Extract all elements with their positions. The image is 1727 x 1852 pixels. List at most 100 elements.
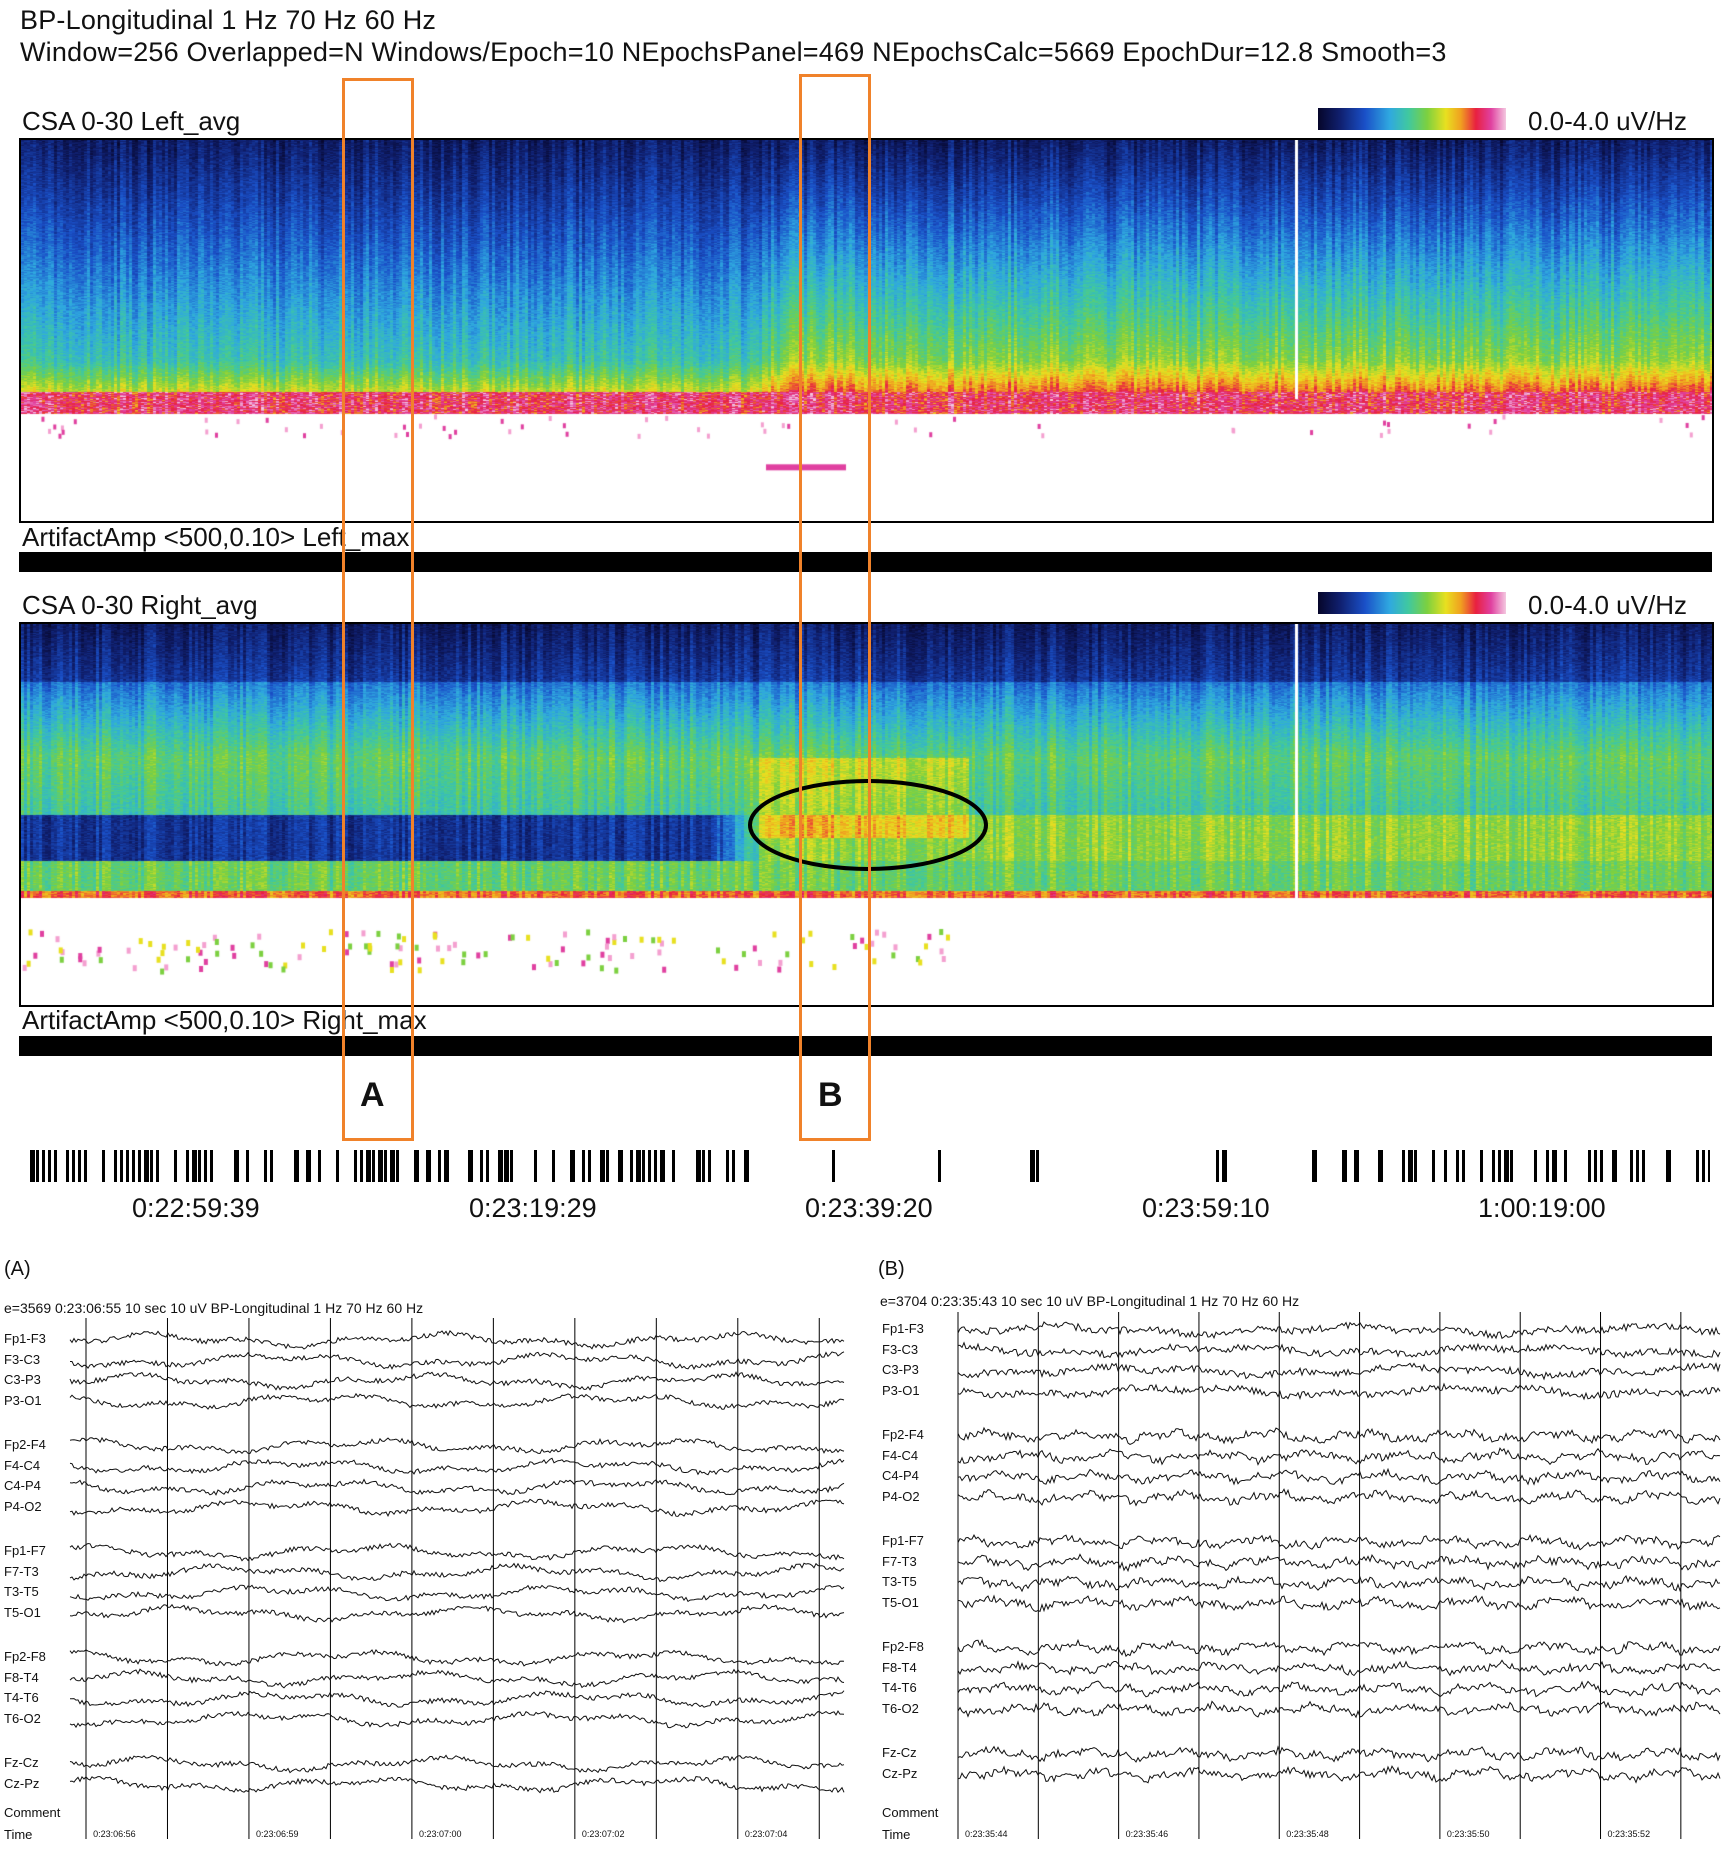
epoch-tick xyxy=(390,1150,395,1182)
epoch-tick xyxy=(1036,1150,1039,1182)
eeg-trace xyxy=(69,1776,845,1794)
eeg-trace xyxy=(957,1533,1721,1551)
epoch-tick xyxy=(444,1150,449,1182)
epoch-tick xyxy=(1222,1150,1227,1182)
epoch-tick xyxy=(1378,1150,1383,1182)
epoch-tick xyxy=(726,1150,729,1182)
channel-label: T6-O2 xyxy=(882,1700,919,1716)
epoch-tick xyxy=(1666,1150,1671,1182)
epoch-tick xyxy=(1444,1150,1447,1182)
timeline-label-1: 0:22:59:39 xyxy=(132,1193,260,1223)
eeg-trace xyxy=(69,1457,845,1476)
epoch-tick xyxy=(192,1150,197,1182)
epoch-tick xyxy=(534,1150,537,1182)
epoch-tick xyxy=(648,1150,651,1182)
timeline-label-4: 0:23:59:10 xyxy=(1142,1193,1270,1223)
epoch-tick xyxy=(372,1150,375,1182)
epoch-tick xyxy=(1354,1150,1359,1182)
channel-label: Fp2-F4 xyxy=(4,1437,46,1452)
artifact-left-bar xyxy=(19,552,1712,572)
epoch-tick xyxy=(132,1150,135,1182)
eeg-trace xyxy=(69,1498,845,1518)
channel-label: Fp2-F4 xyxy=(882,1427,924,1442)
channel-label: Fp1-F3 xyxy=(4,1331,46,1346)
epoch-tick xyxy=(708,1150,711,1182)
parameters-header: Window=256 Overlapped=N Windows/Epoch=10… xyxy=(20,37,1447,67)
channel-label: T5-O1 xyxy=(882,1594,919,1610)
epoch-tick xyxy=(1480,1150,1483,1182)
epoch-tick xyxy=(1432,1150,1435,1182)
color-scale-right xyxy=(1318,592,1506,614)
channel-label: C4-P4 xyxy=(4,1478,41,1493)
eeg-trace xyxy=(69,1478,845,1496)
channel-label: P3-O1 xyxy=(882,1382,920,1398)
eeg-trace xyxy=(69,1330,845,1350)
epoch-tick xyxy=(126,1150,129,1182)
time-label: Time xyxy=(882,1827,911,1842)
epoch-tick xyxy=(264,1150,267,1182)
eeg-trace xyxy=(957,1467,1721,1486)
epoch-tick xyxy=(1510,1150,1513,1182)
channel-label: Fp1-F7 xyxy=(4,1543,46,1558)
epoch-tick xyxy=(186,1150,189,1182)
epoch-tick xyxy=(36,1150,39,1182)
epoch-tick xyxy=(120,1150,123,1182)
epoch-tick xyxy=(234,1150,239,1182)
eeg-trace xyxy=(957,1362,1721,1381)
epoch-tick xyxy=(672,1150,675,1182)
time-stamp: 0:23:35:50 xyxy=(1446,1829,1490,1839)
epoch-tick xyxy=(354,1150,357,1182)
eeg-trace xyxy=(69,1648,845,1667)
eeg-trace xyxy=(957,1426,1721,1445)
artifact-right-bar xyxy=(19,1036,1712,1056)
annotation-label-b: B xyxy=(818,1076,843,1114)
epoch-tick xyxy=(210,1150,213,1182)
time-stamp: 0:23:06:59 xyxy=(256,1829,299,1839)
epoch-tick xyxy=(938,1150,941,1182)
epoch-tick xyxy=(174,1150,177,1182)
epoch-tick xyxy=(504,1150,509,1182)
eeg-trace xyxy=(69,1542,845,1562)
epoch-tick xyxy=(1612,1150,1617,1182)
eeg-a-header: e=3569 0:23:06:55 10 sec 10 uV BP-Longit… xyxy=(4,1300,424,1316)
epoch-tick xyxy=(1408,1150,1413,1182)
epoch-timeline xyxy=(30,1150,1710,1182)
epoch-tick xyxy=(78,1150,81,1182)
epoch-tick xyxy=(1696,1150,1699,1182)
epoch-tick xyxy=(1552,1150,1557,1182)
epoch-tick xyxy=(468,1150,473,1182)
eeg-trace xyxy=(69,1668,845,1689)
epoch-tick xyxy=(552,1150,555,1182)
epoch-tick xyxy=(510,1150,513,1182)
channel-label: Fp2-F8 xyxy=(882,1639,924,1654)
artifact-right-title: ArtifactAmp <500,0.10> Right_max xyxy=(22,1005,427,1035)
epoch-tick xyxy=(654,1150,657,1182)
channel-label: Fp1-F3 xyxy=(882,1321,924,1336)
timeline-label-5: 1:00:19:00 xyxy=(1478,1193,1606,1223)
eeg-trace xyxy=(70,1690,845,1708)
montage-header: BP-Longitudinal 1 Hz 70 Hz 60 Hz xyxy=(20,5,437,35)
epoch-tick xyxy=(54,1150,57,1182)
epoch-tick xyxy=(1630,1150,1633,1182)
epoch-tick xyxy=(246,1150,249,1182)
eeg-trace xyxy=(69,1754,845,1774)
epoch-tick xyxy=(84,1150,87,1182)
time-stamp: 0:23:35:48 xyxy=(1286,1829,1329,1839)
comment-label: Comment xyxy=(882,1805,939,1820)
time-stamp: 0:23:07:02 xyxy=(581,1829,625,1839)
epoch-tick xyxy=(414,1150,419,1182)
channel-label: F3-C3 xyxy=(4,1351,41,1367)
csa-left-spectrogram xyxy=(19,138,1714,523)
epoch-tick xyxy=(360,1150,363,1182)
eeg-traces xyxy=(69,1318,845,1839)
epoch-tick xyxy=(1546,1150,1549,1182)
scale-label-right: 0.0-4.0 uV/Hz xyxy=(1528,590,1687,620)
channel-label: Fp2-F8 xyxy=(4,1649,46,1664)
section-label-b: (B) xyxy=(878,1258,905,1280)
epoch-tick xyxy=(1702,1150,1705,1182)
eeg-trace xyxy=(957,1382,1721,1401)
eeg-trace xyxy=(69,1436,845,1455)
channel-label: T3-T5 xyxy=(4,1584,39,1599)
epoch-tick xyxy=(660,1150,665,1182)
epoch-tick xyxy=(582,1150,585,1182)
